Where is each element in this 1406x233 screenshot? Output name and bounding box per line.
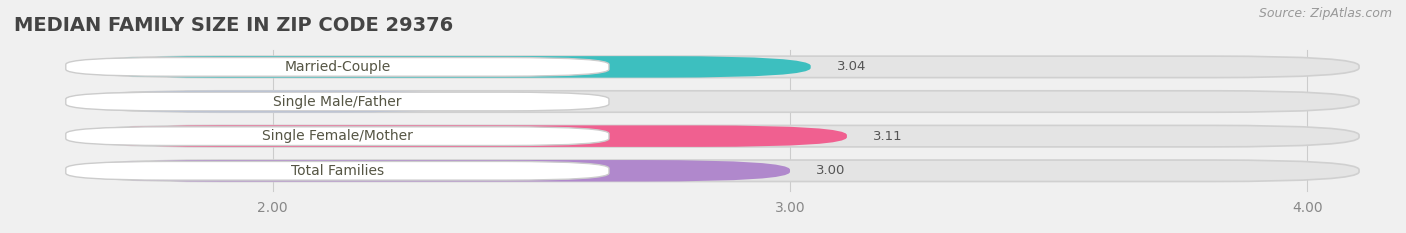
Text: 3.11: 3.11 bbox=[873, 130, 903, 143]
FancyBboxPatch shape bbox=[76, 91, 485, 112]
Text: Single Male/Father: Single Male/Father bbox=[273, 95, 402, 109]
FancyBboxPatch shape bbox=[76, 56, 1360, 78]
Text: Source: ZipAtlas.com: Source: ZipAtlas.com bbox=[1258, 7, 1392, 20]
Text: Single Female/Mother: Single Female/Mother bbox=[262, 129, 413, 143]
Text: 3.04: 3.04 bbox=[837, 60, 866, 73]
FancyBboxPatch shape bbox=[66, 127, 609, 145]
Text: Total Families: Total Families bbox=[291, 164, 384, 178]
FancyBboxPatch shape bbox=[76, 125, 1360, 147]
FancyBboxPatch shape bbox=[76, 160, 790, 182]
Text: 2.41: 2.41 bbox=[510, 95, 540, 108]
FancyBboxPatch shape bbox=[76, 56, 811, 78]
FancyBboxPatch shape bbox=[76, 160, 1360, 182]
FancyBboxPatch shape bbox=[66, 92, 609, 111]
Text: Married-Couple: Married-Couple bbox=[284, 60, 391, 74]
FancyBboxPatch shape bbox=[66, 161, 609, 180]
FancyBboxPatch shape bbox=[76, 125, 846, 147]
Text: 3.00: 3.00 bbox=[815, 164, 845, 177]
Text: MEDIAN FAMILY SIZE IN ZIP CODE 29376: MEDIAN FAMILY SIZE IN ZIP CODE 29376 bbox=[14, 16, 453, 35]
FancyBboxPatch shape bbox=[76, 91, 1360, 112]
FancyBboxPatch shape bbox=[66, 58, 609, 76]
